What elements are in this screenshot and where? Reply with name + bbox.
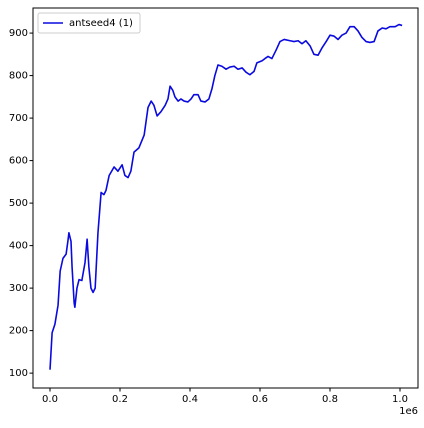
legend-label: antseed4 (1) [69,18,133,29]
x-tick-label: 1.0 [392,394,408,405]
y-tick-label: 500 [9,198,28,209]
y-tick-label: 600 [9,156,28,167]
legend-box [37,12,141,34]
x-tick-label: 0.0 [42,394,58,405]
x-tick-label: 0.8 [322,394,338,405]
x-offset-label: 1e6 [399,406,418,417]
line-series [49,23,403,370]
y-tick-label: 300 [9,283,28,294]
x-tick-label: 0.4 [182,394,198,405]
x-tick-label: 0.2 [112,394,128,405]
y-tick-label: 200 [9,326,28,337]
plot-area [32,7,419,389]
y-tick-label: 400 [9,241,28,252]
y-tick-label: 100 [9,368,28,379]
y-tick-label: 800 [9,71,28,82]
x-tick-label: 0.6 [252,394,268,405]
y-tick-label: 900 [9,28,28,39]
y-tick-label: 700 [9,113,28,124]
